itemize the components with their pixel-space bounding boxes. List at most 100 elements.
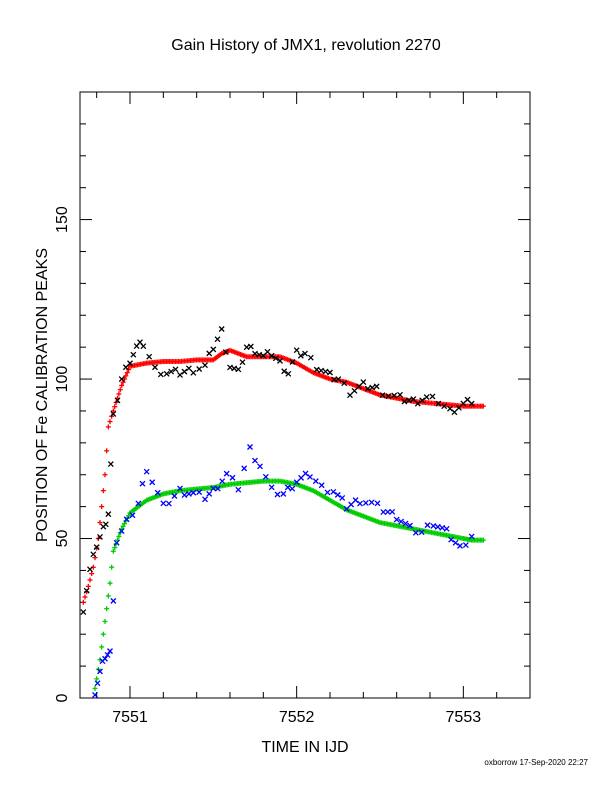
data-point <box>90 551 97 558</box>
data-point <box>214 336 221 343</box>
data-point <box>257 463 263 470</box>
fit-point <box>102 618 108 624</box>
data-point <box>318 482 325 489</box>
data-point <box>272 355 279 362</box>
fit-point <box>105 593 111 599</box>
data-point <box>360 379 367 386</box>
axis-ticks: 7551 7552 7553 0 50 100 150 <box>54 92 531 726</box>
chart-title: Gain History of JMX1, revolution 2270 <box>171 37 441 54</box>
data-point <box>140 343 147 350</box>
x-tick-label: 7552 <box>279 709 315 726</box>
fit-point <box>109 564 115 570</box>
data-point <box>118 528 125 534</box>
data-point <box>441 403 448 410</box>
data-point <box>247 444 253 450</box>
data-point <box>227 364 233 371</box>
fit-point <box>119 382 125 388</box>
data-point <box>313 366 320 373</box>
data-point <box>110 597 117 604</box>
data-point <box>447 405 453 412</box>
fit-point <box>112 404 118 410</box>
data-point <box>330 488 337 495</box>
data-point <box>219 478 226 485</box>
data-point <box>239 359 246 366</box>
data-point <box>83 587 90 594</box>
data-point <box>229 474 236 481</box>
x-tick-label: 7551 <box>112 709 148 726</box>
data-point <box>285 370 292 377</box>
data-point <box>123 516 130 523</box>
data-point <box>412 529 419 536</box>
data-point <box>231 365 238 372</box>
data-point <box>393 516 400 523</box>
x-tick-label: 7553 <box>446 709 482 726</box>
plot-frame <box>79 91 531 699</box>
data-point <box>374 500 381 507</box>
data-point <box>327 369 333 376</box>
data-point <box>302 470 309 477</box>
fit-point <box>102 472 108 478</box>
fit-point <box>104 448 110 454</box>
data-point <box>171 493 178 499</box>
fit-point <box>121 376 127 382</box>
data-point <box>107 648 113 655</box>
data-point <box>397 391 403 398</box>
data-point <box>429 393 436 400</box>
data-point <box>97 668 103 675</box>
fit-point <box>117 387 123 393</box>
fit-point <box>100 488 106 494</box>
data-point <box>118 376 125 383</box>
fit-point <box>89 571 95 577</box>
data-point <box>114 397 121 404</box>
data-point <box>139 480 146 487</box>
y-tick-label: 0 <box>54 693 71 702</box>
fit-point <box>120 523 126 529</box>
data-point <box>373 383 380 390</box>
fit-point <box>94 676 100 682</box>
data-point <box>430 522 437 529</box>
data-point <box>369 384 376 391</box>
data-point <box>97 533 103 540</box>
data-point <box>289 485 296 492</box>
data-point <box>104 651 111 658</box>
data-point <box>351 387 358 394</box>
data-point <box>434 523 441 530</box>
data-point <box>318 367 325 374</box>
data-point <box>268 484 275 491</box>
y-tick-label: 150 <box>54 206 71 233</box>
data-point <box>160 500 167 507</box>
data-point <box>423 394 430 401</box>
data-point <box>190 489 197 496</box>
footer-stamp: oxborrow 17-Sep-2020 22:27 <box>484 758 588 767</box>
fit-point <box>85 583 91 589</box>
data-point <box>455 404 462 411</box>
data-point <box>414 400 421 407</box>
data-point <box>355 383 362 390</box>
data-point <box>402 520 409 527</box>
data-point <box>105 511 112 518</box>
data-point <box>385 393 392 400</box>
data-point <box>462 542 469 549</box>
data-point <box>384 508 391 515</box>
data-point <box>87 566 93 573</box>
data-point <box>277 357 283 364</box>
data-point <box>448 536 455 543</box>
data-point <box>172 366 179 373</box>
fit-point <box>99 644 105 650</box>
data-point <box>235 486 242 493</box>
data-point <box>223 470 230 477</box>
data-point <box>218 326 225 332</box>
fit-point <box>126 366 132 372</box>
fit-point <box>110 548 116 554</box>
data-point <box>127 360 133 367</box>
data-point <box>157 371 164 378</box>
data-point <box>391 392 398 399</box>
data-point <box>252 457 258 464</box>
data-point <box>335 376 342 383</box>
data-point <box>241 465 248 472</box>
fit-point <box>100 631 106 637</box>
data-point <box>405 397 412 404</box>
data-point <box>210 346 217 353</box>
data-point <box>451 409 458 416</box>
data-point <box>185 490 192 497</box>
